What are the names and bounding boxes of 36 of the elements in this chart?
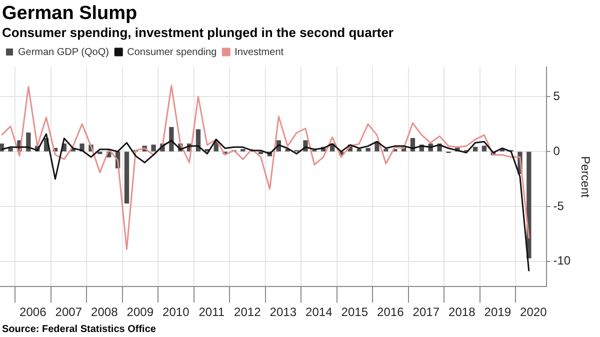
x-tick-label: 2011 xyxy=(198,305,225,320)
x-tick-label: 2006 xyxy=(20,305,47,320)
y-tick-label: 5 xyxy=(553,88,560,103)
legend-label: Investment xyxy=(234,46,284,58)
legend-label: German GDP (QoQ) xyxy=(18,46,109,58)
x-tick-label: 2008 xyxy=(91,305,118,320)
x-tick-label: 2020 xyxy=(520,305,548,320)
x-tick-label: 2018 xyxy=(448,305,476,320)
bar xyxy=(472,146,478,152)
x-tick-label: 2014 xyxy=(306,305,333,320)
source-note: Source: Federal Statistics Office xyxy=(1,323,157,336)
x-tick-label: 2007 xyxy=(55,305,82,320)
y-tick-label: -10 xyxy=(553,254,571,268)
x-tick-label: 2017 xyxy=(412,305,440,320)
y-tick-label: 0 xyxy=(553,144,560,158)
bar xyxy=(26,132,31,152)
chart-title: German Slump xyxy=(1,2,138,25)
x-tick-label: 2012 xyxy=(234,305,262,320)
y-tick-label: -5 xyxy=(553,198,564,213)
legend-label: Consumer spending xyxy=(127,46,217,58)
bar xyxy=(169,127,174,152)
bar xyxy=(98,152,102,154)
bar xyxy=(482,146,487,152)
x-tick-label: 2019 xyxy=(484,305,512,320)
x-tick-label: 2016 xyxy=(377,305,404,320)
bar xyxy=(366,148,370,152)
x-tick-label: 2015 xyxy=(341,305,368,320)
x-tick-label: 2010 xyxy=(162,305,190,320)
bar xyxy=(258,152,264,154)
chart-subtitle: Consumer spending, investment plunged in the second quarter xyxy=(1,25,394,41)
x-tick-label: 2013 xyxy=(270,305,297,320)
bar xyxy=(8,148,13,152)
bar xyxy=(151,144,156,152)
bar xyxy=(124,152,130,204)
y-axis-title: Percent xyxy=(578,156,592,198)
x-tick-label: 2009 xyxy=(126,305,154,320)
